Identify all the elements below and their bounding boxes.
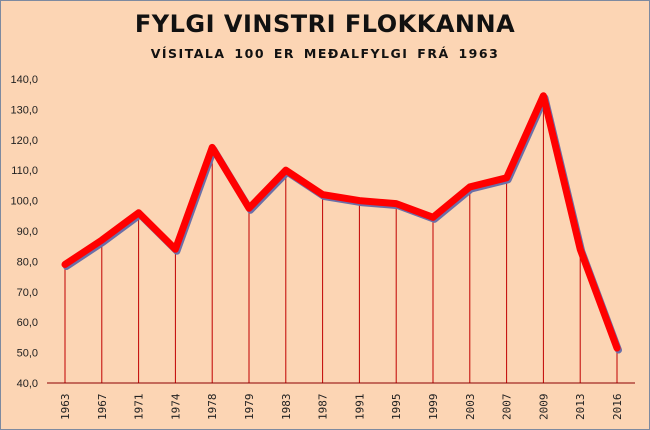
y-tick-label: 120,0	[10, 135, 38, 147]
y-tick-label: 110,0	[11, 165, 38, 177]
x-tick-label: 2016	[611, 394, 624, 421]
y-tick-label: 100,0	[10, 196, 38, 208]
x-tick-label: 1971	[133, 394, 146, 421]
y-tick-label: 60,0	[17, 317, 38, 329]
y-tick-label: 40,0	[17, 378, 38, 390]
x-tick-label: 1974	[169, 393, 182, 420]
x-tick-label: 2007	[501, 394, 514, 421]
x-tick-label: 1995	[390, 394, 403, 421]
x-tick-label: 2003	[464, 394, 477, 421]
x-tick-label: 1983	[280, 394, 293, 421]
x-tick-label: 1999	[427, 394, 440, 421]
x-tick-label: 1967	[96, 394, 109, 421]
series-line	[61, 92, 621, 352]
y-tick-label: 130,0	[10, 104, 38, 116]
y-axis: 40,0 50,0 60,0 70,0 80,0 90,0 100,0 110,0 120,0 1…	[10, 74, 38, 390]
y-tick-label: 80,0	[17, 256, 38, 268]
y-tick-label: 90,0	[17, 226, 38, 238]
x-tick-label: 1979	[243, 394, 256, 421]
x-tick-label: 1963	[59, 394, 72, 421]
x-tick-label: 1991	[353, 394, 366, 421]
chart-title: FYLGI VINSTRI FLOKKANNA	[134, 10, 516, 38]
chart-area	[3, 3, 647, 427]
x-tick-label: 2009	[537, 394, 550, 421]
chart-subtitle: VÍSITALA 100 ER MEÐALFYLGI FRÁ 1963	[150, 46, 500, 61]
x-tick-label: 1987	[317, 394, 330, 421]
x-axis: 1963 1967 1971 1974 1978 1979 1983 1987 1991 1995…	[59, 393, 624, 420]
y-tick-label: 70,0	[17, 287, 38, 299]
y-tick-label: 140,0	[10, 74, 38, 86]
y-tick-label: 50,0	[17, 348, 38, 360]
drop-lines	[64, 95, 618, 383]
x-tick-label: 1978	[206, 394, 219, 421]
x-tick-label: 2013	[574, 394, 587, 421]
